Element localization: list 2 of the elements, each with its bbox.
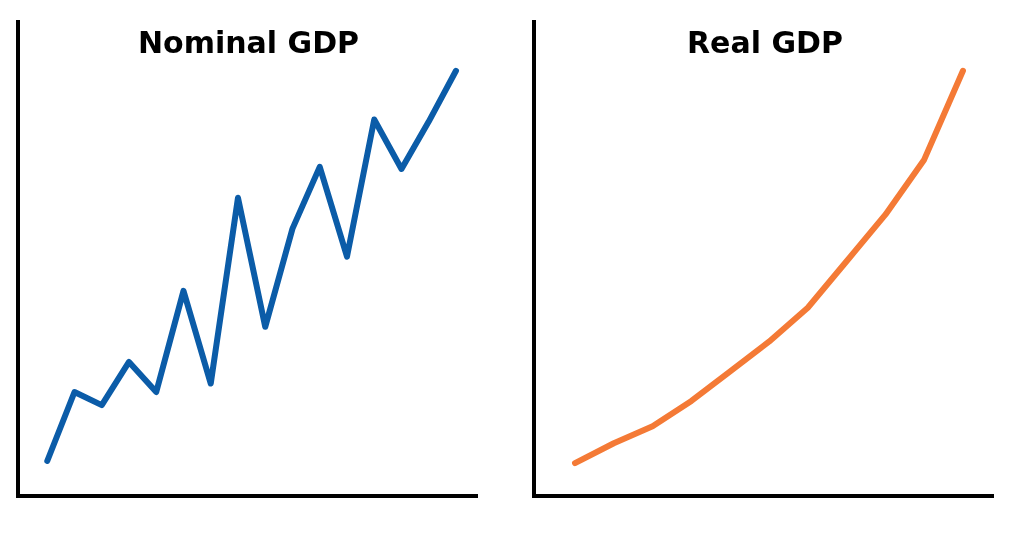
- chart-title: Real GDP: [687, 25, 843, 60]
- chart-title: Nominal GDP: [138, 25, 360, 60]
